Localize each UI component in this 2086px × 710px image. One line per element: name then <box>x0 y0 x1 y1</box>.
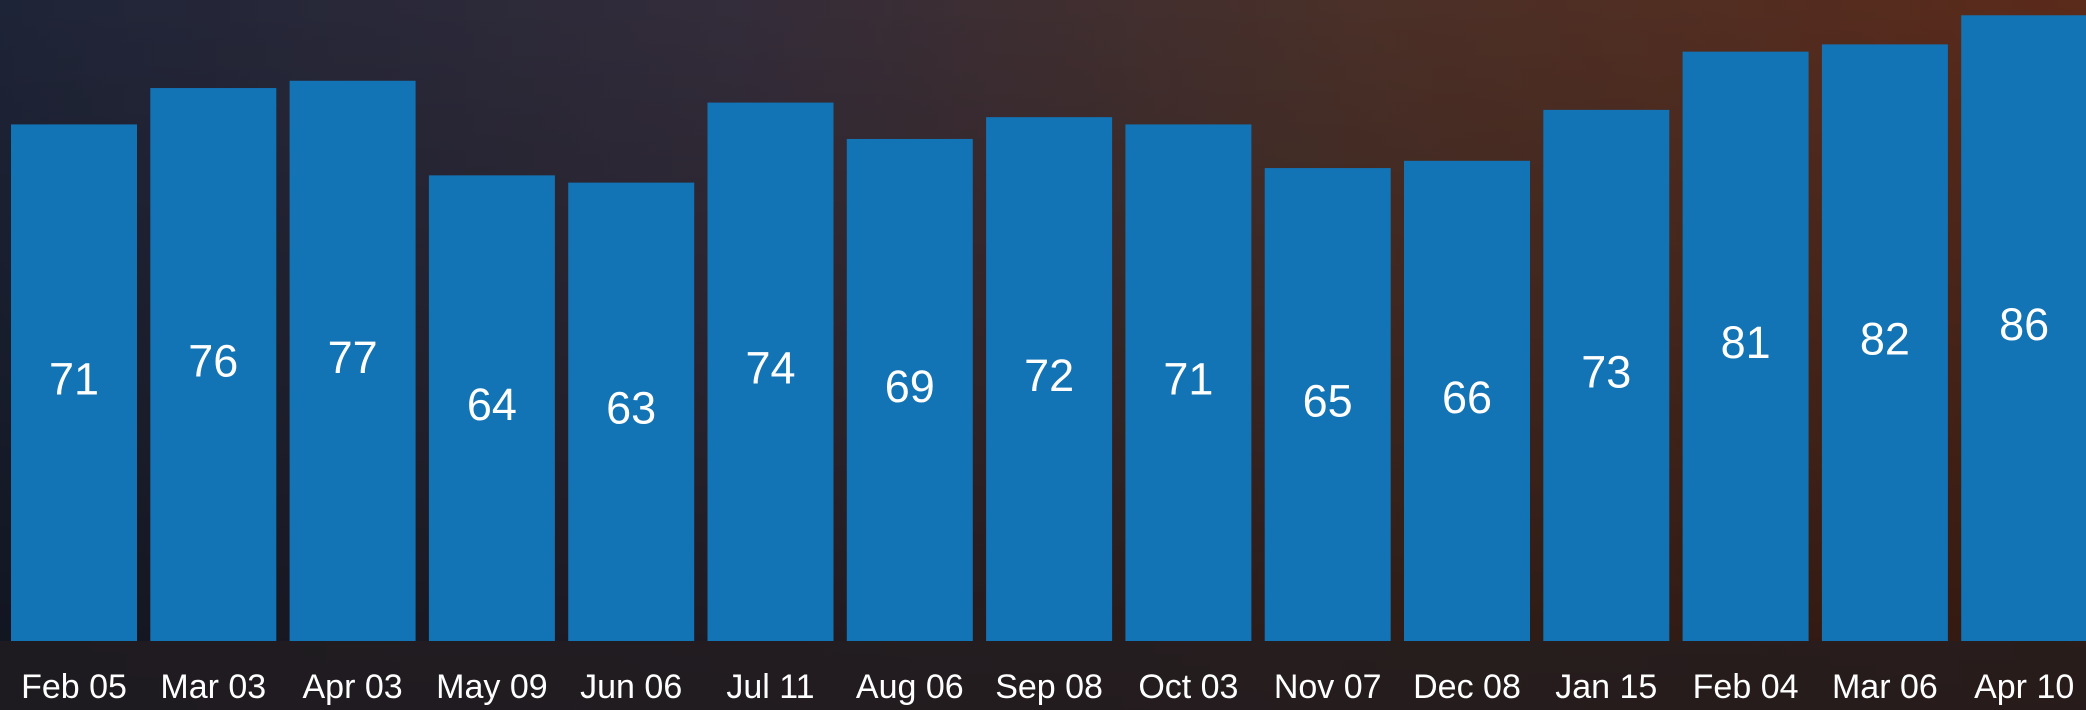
bar <box>1404 160 1530 642</box>
value-label: 73 <box>1581 346 1631 397</box>
x-tick-label: Jun 06 <box>580 668 682 706</box>
bar <box>1821 44 1948 641</box>
x-tick-label: Feb 04 <box>1693 668 1799 706</box>
x-tick-label: Mar 06 <box>1832 668 1938 706</box>
value-label: 71 <box>1163 354 1213 405</box>
bar <box>1125 124 1252 641</box>
bar <box>707 102 834 642</box>
label-strip <box>0 641 2086 710</box>
x-tick-label: May 09 <box>436 668 548 706</box>
x-tick-label: Nov 07 <box>1274 668 1382 706</box>
value-label: 66 <box>1442 372 1492 423</box>
bar <box>11 124 137 641</box>
x-tick-label: Dec 08 <box>1413 668 1521 706</box>
x-tick-label: Sep 08 <box>995 668 1103 706</box>
value-label: 63 <box>606 383 656 434</box>
bar <box>846 138 973 641</box>
value-label: 74 <box>745 343 795 394</box>
value-label: 72 <box>1024 350 1074 401</box>
value-label: 64 <box>467 379 517 430</box>
bar <box>1682 51 1809 642</box>
value-label: 82 <box>1860 314 1910 365</box>
bar <box>428 175 555 641</box>
x-tick-label: Oct 03 <box>1138 668 1238 706</box>
value-label: 69 <box>885 361 935 412</box>
value-label: 65 <box>1303 375 1353 426</box>
value-label: 81 <box>1721 317 1771 368</box>
x-tick-label: Jul 11 <box>726 668 814 706</box>
value-label: 77 <box>328 332 378 383</box>
bar <box>150 88 277 641</box>
value-label: 76 <box>188 335 238 386</box>
x-tick-label: Aug 06 <box>856 668 964 706</box>
value-label: 86 <box>1999 299 2049 350</box>
bar <box>289 80 416 642</box>
x-tick-label: Apr 10 <box>1974 668 2074 706</box>
x-tick-label: Jan 15 <box>1555 668 1657 706</box>
bar <box>1543 109 1670 642</box>
bar <box>568 182 695 641</box>
x-tick-label: Apr 03 <box>303 668 403 706</box>
bar <box>1961 15 2086 641</box>
x-tick-label: Mar 03 <box>160 668 266 706</box>
x-tick-label: Feb 05 <box>21 668 127 706</box>
bar <box>986 117 1113 641</box>
value-label: 71 <box>49 354 99 405</box>
bar <box>1264 168 1391 641</box>
